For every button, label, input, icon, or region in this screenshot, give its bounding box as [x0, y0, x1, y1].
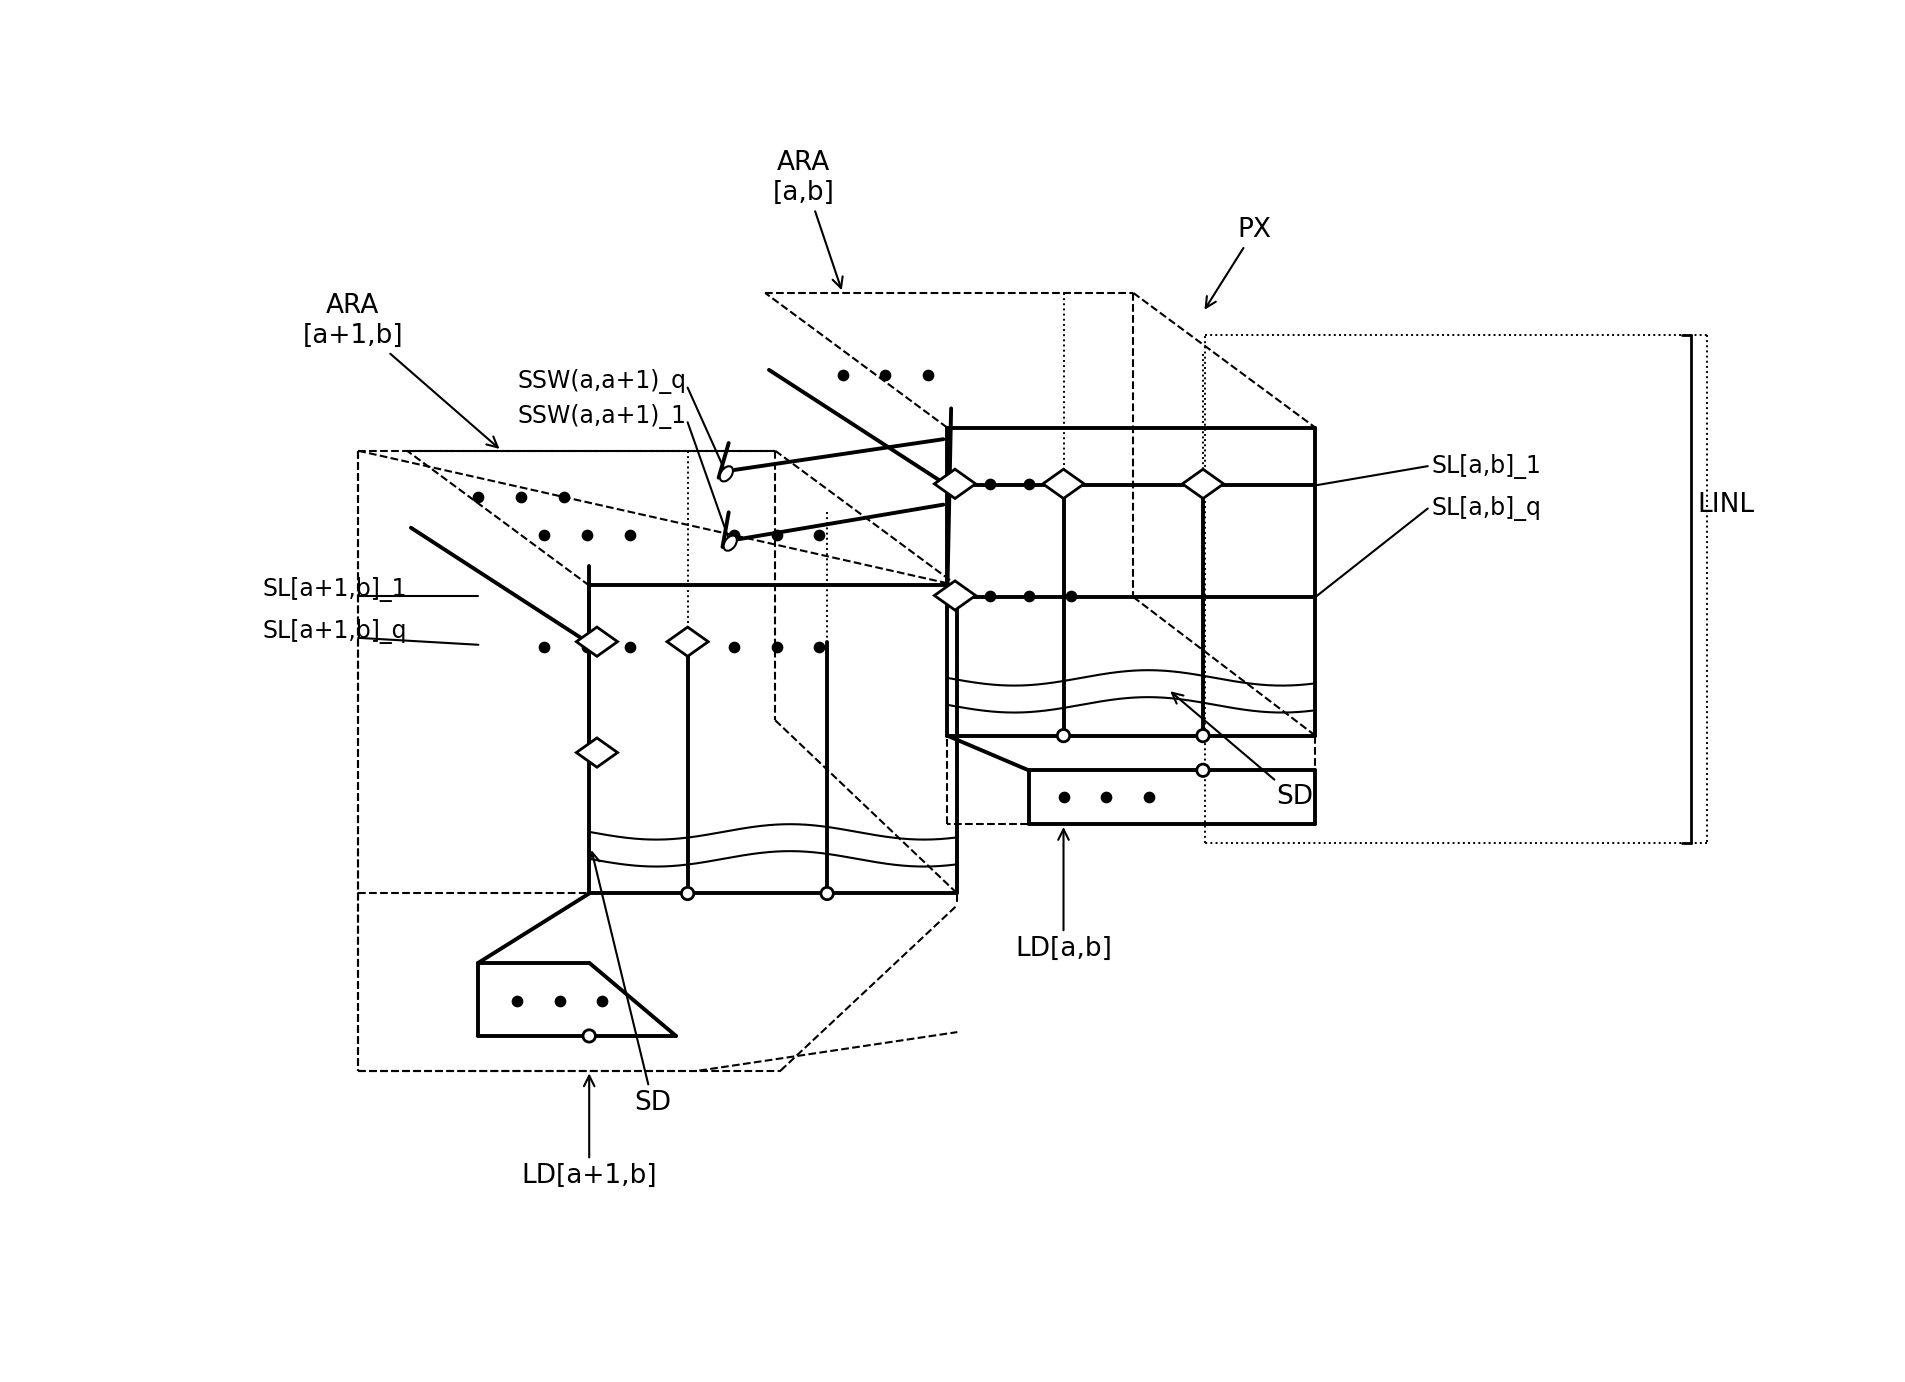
Point — [1055, 585, 1086, 607]
Point — [530, 636, 560, 658]
Text: SD: SD — [589, 853, 671, 1115]
Point — [501, 991, 531, 1013]
Circle shape — [583, 1030, 596, 1042]
Point — [1092, 786, 1122, 808]
Point — [762, 524, 792, 546]
Circle shape — [682, 887, 693, 900]
Text: SSW(a,a+1)_1: SSW(a,a+1)_1 — [516, 404, 686, 428]
Ellipse shape — [724, 536, 737, 551]
Point — [912, 365, 943, 387]
Text: LD[a+1,b]: LD[a+1,b] — [522, 1075, 657, 1189]
Point — [545, 991, 575, 1013]
Point — [718, 636, 749, 658]
Point — [827, 365, 857, 387]
Text: SSW(a,a+1)_q: SSW(a,a+1)_q — [516, 369, 686, 394]
Polygon shape — [933, 470, 975, 499]
Ellipse shape — [720, 466, 733, 481]
Point — [871, 365, 901, 387]
Text: ARA
[a,b]: ARA [a,b] — [773, 149, 842, 287]
Text: LINL: LINL — [1697, 492, 1755, 518]
Circle shape — [1057, 730, 1071, 742]
Point — [572, 636, 602, 658]
Polygon shape — [577, 738, 617, 767]
Text: SL[a+1,b]_q: SL[a+1,b]_q — [263, 619, 408, 644]
Point — [613, 636, 644, 658]
Point — [1133, 786, 1164, 808]
Point — [718, 524, 749, 546]
Point — [975, 585, 1006, 607]
Text: PX: PX — [1206, 217, 1273, 308]
Point — [1013, 473, 1044, 495]
Point — [1055, 473, 1086, 495]
Polygon shape — [667, 627, 709, 656]
Point — [804, 524, 834, 546]
Point — [762, 636, 792, 658]
Text: LD[a,b]: LD[a,b] — [1015, 829, 1113, 962]
Point — [530, 524, 560, 546]
Point — [549, 486, 579, 509]
Point — [975, 473, 1006, 495]
Polygon shape — [577, 627, 617, 656]
Point — [1013, 585, 1044, 607]
Polygon shape — [1042, 470, 1084, 499]
Text: SL[a,b]_q: SL[a,b]_q — [1433, 496, 1541, 521]
Polygon shape — [1183, 470, 1223, 499]
Point — [587, 991, 617, 1013]
Point — [1048, 786, 1078, 808]
Point — [572, 524, 602, 546]
Text: SL[a,b]_1: SL[a,b]_1 — [1433, 453, 1541, 478]
Point — [613, 524, 644, 546]
Point — [505, 486, 535, 509]
Point — [463, 486, 493, 509]
Text: ARA
[a+1,b]: ARA [a+1,b] — [303, 293, 497, 448]
Circle shape — [1196, 764, 1210, 777]
Circle shape — [821, 887, 832, 900]
Polygon shape — [933, 580, 975, 609]
Text: SL[a+1,b]_1: SL[a+1,b]_1 — [263, 576, 408, 601]
Point — [804, 636, 834, 658]
Text: SD: SD — [1172, 692, 1314, 810]
Circle shape — [1196, 730, 1210, 742]
